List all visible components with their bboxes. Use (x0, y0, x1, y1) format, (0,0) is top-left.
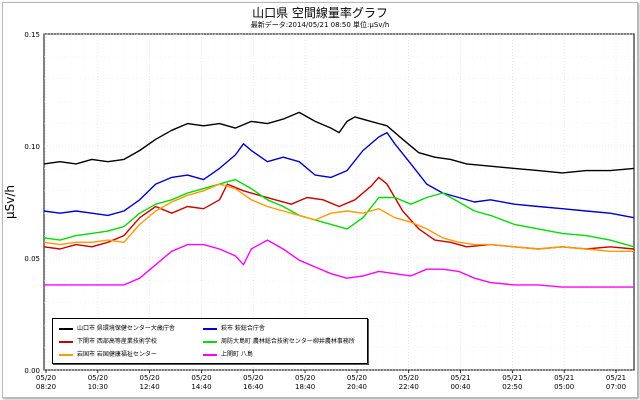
legend-swatch (59, 340, 73, 343)
x-tick-label-time: 22:40 (399, 383, 419, 391)
x-tick-label-date: 05/20 (191, 374, 211, 382)
x-tick-label-time: 14:40 (191, 383, 211, 391)
legend-swatch (203, 340, 217, 343)
y-tick-label: 0.00 (24, 367, 40, 375)
x-tick-label-time: 16:40 (243, 383, 263, 391)
legend-swatch (59, 353, 73, 356)
legend-entry: 山口市 県環境保健センター大歳庁舎 (59, 324, 175, 334)
x-tick-label-time: 08:20 (36, 383, 56, 391)
x-tick-label-time: 00:40 (450, 383, 470, 391)
legend-label: 下関市 西部高等産業技術学校 (77, 338, 157, 345)
legend-label: 萩市 萩総合庁舎 (221, 325, 265, 332)
x-tick-label-date: 05/20 (347, 374, 367, 382)
x-tick-label-date: 05/20 (295, 374, 315, 382)
legend-swatch (59, 327, 73, 330)
x-tick-label-time: 02:50 (502, 383, 522, 391)
x-tick-label-time: 12:40 (140, 383, 160, 391)
legend-label: 上関町 八島 (221, 351, 253, 358)
plot-area (43, 33, 635, 371)
x-tick-label-time: 05:00 (554, 383, 574, 391)
legend-label: 岩国市 岩国健康福祉センター (77, 351, 157, 358)
legend-label: 山口市 県環境保健センター大歳庁舎 (77, 325, 175, 332)
y-tick-label: 0.05 (24, 255, 40, 263)
legend-swatch (203, 353, 217, 356)
x-tick-label-time: 18:40 (295, 383, 315, 391)
x-tick-label-time: 20:40 (347, 383, 367, 391)
y-tick-label: 0.15 (24, 31, 40, 39)
x-tick-label-date: 05/20 (88, 374, 108, 382)
x-tick-label-date: 05/20 (243, 374, 263, 382)
x-tick-label-date: 05/21 (450, 374, 470, 382)
chart-title: 山口県 空間線量率グラフ (252, 6, 388, 20)
legend-entry: 上関町 八島 (203, 350, 253, 360)
x-tick-label-date: 05/20 (36, 374, 56, 382)
x-tick-label-date: 05/21 (502, 374, 522, 382)
legend-swatch (203, 327, 217, 330)
series-line (44, 239, 634, 288)
legend-entry: 下関市 西部高等産業技術学校 (59, 337, 157, 347)
x-tick-label-time: 07:00 (606, 383, 626, 391)
legend-entry: 萩市 萩総合庁舎 (203, 324, 265, 334)
x-tick-label-date: 05/20 (140, 374, 160, 382)
chart-legend: 山口市 県環境保健センター大歳庁舎 萩市 萩総合庁舎下関市 西部高等産業技術学校 周… (52, 318, 368, 364)
legend-label: 周防大島町 農林総合技術センター柳井農林事務所 (221, 338, 355, 345)
series-line (43, 131, 635, 219)
x-tick-label-time: 10:30 (88, 383, 108, 391)
series-line (43, 183, 634, 252)
x-tick-label-date: 05/21 (554, 374, 574, 382)
x-tick-label-date: 05/20 (399, 374, 419, 382)
chart-subtitle: 最新データ:2014/05/21 08:50 単位:μSv/h (250, 21, 390, 29)
series-line (43, 111, 635, 174)
x-tick-label-date: 05/21 (606, 374, 626, 382)
y-tick-label: 0.10 (24, 143, 40, 151)
legend-entry: 周防大島町 農林総合技術センター柳井農林事務所 (203, 337, 355, 347)
y-axis-label: μSv/h (3, 185, 17, 219)
legend-entry: 岩国市 岩国健康福祉センター (59, 350, 157, 360)
